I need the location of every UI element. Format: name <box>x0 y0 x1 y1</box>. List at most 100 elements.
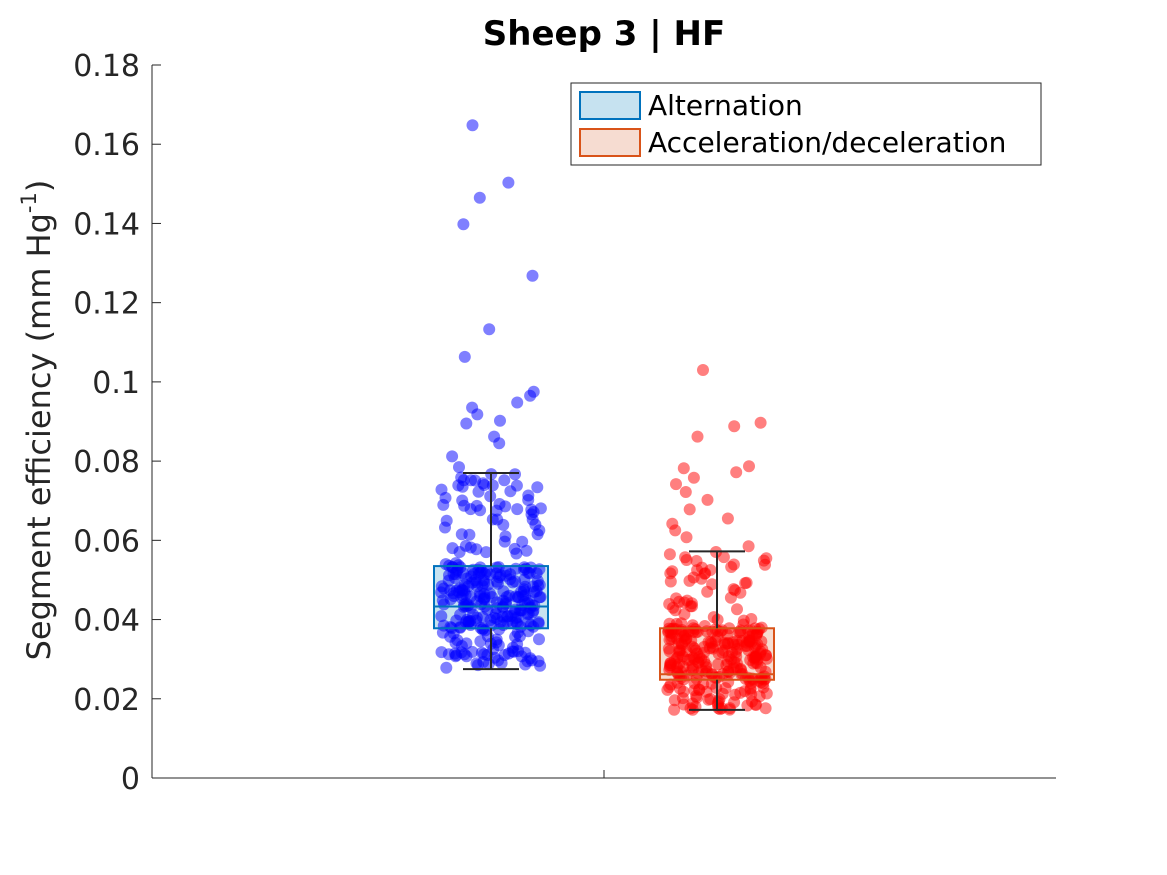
outlier-point <box>679 486 692 498</box>
y-axis: 0 0.02 0.04 0.06 0.08 0.1 0.12 0.14 0.16 0.18 <box>73 49 1056 797</box>
data-point <box>677 685 690 698</box>
data-point <box>534 502 547 515</box>
chart-title: Sheep 3 | HF <box>483 14 725 54</box>
outlier-point <box>527 385 540 398</box>
y-tick-label: 0.02 <box>73 683 140 718</box>
data-point <box>685 597 698 610</box>
data-point <box>676 650 689 663</box>
data-point <box>711 630 724 643</box>
data-point <box>531 481 544 494</box>
data-point <box>695 572 708 585</box>
data-point <box>664 575 677 588</box>
data-point <box>490 504 503 517</box>
data-point <box>504 485 517 498</box>
outlier-point <box>458 350 471 363</box>
data-point <box>486 479 499 492</box>
data-point <box>666 565 679 578</box>
y-tick-label: 0 <box>121 762 140 797</box>
data-point <box>759 649 772 662</box>
data-point <box>507 645 520 658</box>
y-tick-label: 0.16 <box>73 128 140 163</box>
data-point <box>498 474 511 487</box>
data-point <box>522 494 535 506</box>
y-tick-label: 0.12 <box>73 287 140 322</box>
outlier-point <box>666 517 679 530</box>
legend-swatch <box>579 128 641 157</box>
data-point <box>730 657 743 670</box>
data-point <box>677 698 690 711</box>
data-points <box>435 119 547 674</box>
legend-label: Alternation <box>648 89 803 122</box>
data-point <box>721 628 734 641</box>
outlier-point <box>494 414 506 427</box>
data-point <box>701 585 714 598</box>
data-point <box>462 580 475 593</box>
legend: Alternation Acceleration/deceleration <box>570 82 1042 166</box>
data-point <box>480 546 493 559</box>
data-point <box>453 586 466 598</box>
data-point <box>500 591 513 603</box>
plot-area <box>433 119 775 716</box>
data-point <box>533 633 545 646</box>
outlier-point <box>754 416 767 429</box>
data-point <box>478 593 491 606</box>
data-point <box>759 702 772 715</box>
series-2 <box>659 364 775 716</box>
outlier-point <box>743 460 755 473</box>
data-point <box>524 652 537 665</box>
data-point <box>498 535 511 548</box>
data-point <box>678 608 691 621</box>
data-point <box>717 551 730 564</box>
data-point <box>532 579 544 592</box>
data-point <box>749 639 762 652</box>
data-point <box>744 683 757 696</box>
outlier-point <box>697 364 709 376</box>
outlier-point <box>460 417 473 430</box>
data-point <box>534 659 547 672</box>
data-point <box>458 648 471 661</box>
data-point <box>734 686 747 699</box>
data-point <box>718 638 731 651</box>
data-point <box>516 535 529 548</box>
outlier-point <box>730 466 743 479</box>
data-point <box>725 561 738 573</box>
data-point <box>527 620 540 633</box>
outlier-point <box>466 401 479 414</box>
data-point <box>519 580 532 593</box>
data-point <box>740 576 753 589</box>
data-point <box>689 644 702 657</box>
outlier-point <box>680 531 693 544</box>
data-point <box>474 504 487 517</box>
outlier-point <box>728 420 741 433</box>
outlier-point <box>488 430 501 443</box>
outlier-point <box>473 191 486 204</box>
y-tick-label: 0.18 <box>73 49 140 84</box>
data-point <box>677 630 690 643</box>
data-point <box>435 610 448 623</box>
data-point <box>686 697 699 710</box>
outlier-point <box>742 540 755 553</box>
data-point <box>759 558 771 571</box>
data-point <box>529 518 542 531</box>
data-point <box>731 635 744 647</box>
data-point <box>663 664 676 676</box>
outlier-point <box>457 218 470 231</box>
data-point <box>444 630 457 643</box>
data-point <box>693 683 706 696</box>
data-point <box>520 544 533 557</box>
data-point <box>511 503 524 516</box>
data-point <box>531 528 544 541</box>
data-point <box>533 591 546 604</box>
svg-text:Segment efficiency (mm Hg-1): Segment efficiency (mm Hg-1) <box>17 180 58 661</box>
outlier-point <box>670 478 682 491</box>
data-point <box>439 521 451 534</box>
data-point <box>663 548 676 561</box>
series-1 <box>433 119 549 674</box>
legend-label: Acceleration/deceleration <box>648 126 1006 159</box>
data-point <box>508 542 521 555</box>
data-point <box>446 542 459 555</box>
data-point <box>481 578 494 591</box>
data-point <box>692 656 705 669</box>
data-point <box>464 541 477 554</box>
